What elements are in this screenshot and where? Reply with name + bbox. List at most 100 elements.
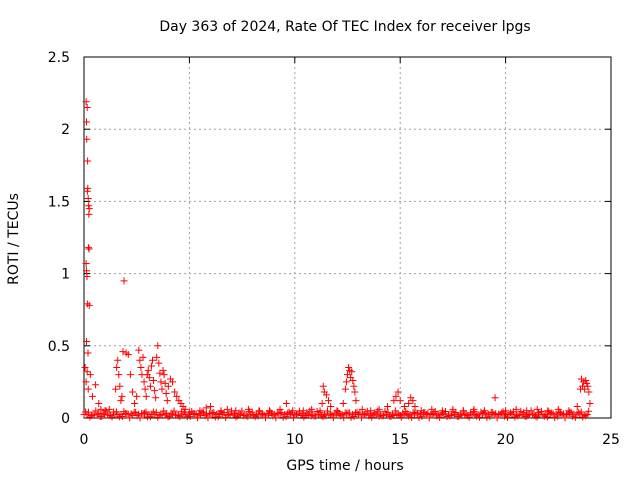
data-point (196, 407, 204, 415)
data-point (154, 342, 162, 350)
data-point (411, 402, 419, 410)
data-point (97, 405, 105, 413)
data-point (83, 300, 91, 308)
data-point (322, 391, 330, 399)
data-point (523, 407, 531, 415)
data-point (150, 376, 158, 384)
baseline-point (561, 414, 569, 422)
baseline-point (334, 408, 342, 416)
data-point (82, 98, 90, 106)
baseline-point (136, 414, 144, 422)
baseline-point (309, 411, 317, 419)
baseline-point (464, 412, 472, 420)
data-point (171, 388, 179, 396)
data-point (159, 366, 167, 374)
data-point (105, 405, 113, 413)
baseline-point (270, 410, 278, 418)
baseline-point (313, 407, 321, 415)
data-point (133, 392, 141, 400)
baseline-point (219, 410, 227, 418)
data-point (92, 381, 100, 389)
data-point (544, 407, 552, 415)
data-point (115, 371, 123, 379)
data-point (158, 385, 166, 393)
data-point (161, 379, 169, 387)
data-point (266, 407, 274, 415)
baseline-point (250, 411, 258, 419)
data-point (573, 402, 581, 410)
baseline-point (346, 409, 354, 417)
data-point (512, 405, 520, 413)
baseline-point (490, 411, 498, 419)
baseline-point (343, 410, 351, 418)
baseline-point (98, 412, 106, 420)
data-point (491, 394, 499, 402)
data-point (583, 379, 591, 387)
data-point (113, 363, 121, 371)
baseline-point (452, 408, 460, 416)
baseline-point (164, 413, 172, 421)
plot-frame (83, 56, 612, 419)
baseline-point (173, 411, 181, 419)
data-point (141, 385, 149, 393)
baseline-point (409, 408, 417, 416)
baseline-point (93, 411, 101, 419)
data-point (84, 195, 92, 203)
data-point (345, 363, 353, 371)
data-point (82, 259, 90, 267)
baseline-point (272, 414, 280, 422)
baseline-point (253, 410, 261, 418)
baseline-point (107, 412, 115, 420)
x-tick-label: 0 (80, 432, 89, 448)
data-point (164, 382, 172, 390)
data-point (554, 405, 562, 413)
data-point (459, 407, 467, 415)
baseline-point (496, 411, 504, 419)
baseline-point (118, 413, 126, 421)
baseline-point (238, 407, 246, 415)
x-tick-label: 5 (185, 432, 194, 448)
data-point (344, 371, 351, 379)
data-point (327, 402, 335, 410)
y-tick-label: 2 (61, 122, 70, 138)
baseline-point (503, 413, 511, 421)
baseline-point (381, 407, 389, 415)
data-point (147, 362, 155, 370)
data-point (163, 397, 171, 405)
baseline-point (152, 408, 160, 416)
data-point (400, 402, 408, 410)
baseline-point (517, 407, 525, 415)
data-point (152, 394, 160, 402)
baseline-point (204, 414, 212, 422)
baseline-point (548, 409, 556, 417)
baseline-point (384, 408, 392, 416)
baseline-point (275, 410, 283, 418)
baseline-point (166, 412, 174, 420)
data-point (405, 400, 413, 408)
baseline-point (347, 413, 355, 421)
data-point (585, 388, 593, 396)
baseline-point (551, 414, 559, 422)
data-point (112, 385, 120, 393)
baseline-point (236, 410, 244, 418)
data-point (316, 407, 324, 415)
data-point (289, 407, 297, 415)
x-tick-label: 20 (497, 432, 515, 448)
data-point (126, 371, 134, 379)
baseline-point (350, 413, 358, 421)
data-point (349, 376, 357, 384)
baseline-point (357, 414, 365, 422)
data-point (124, 350, 132, 358)
baseline-point (132, 409, 140, 416)
data-point (367, 407, 375, 415)
baseline-point (391, 407, 399, 415)
baseline-point (322, 412, 330, 420)
baseline-point (84, 408, 92, 416)
data-point (348, 368, 356, 376)
baseline-point (192, 411, 200, 419)
data-point (390, 397, 398, 405)
baseline-point (242, 412, 250, 420)
data-point (586, 400, 594, 408)
baseline-point (577, 408, 585, 416)
baseline-point (458, 411, 466, 419)
